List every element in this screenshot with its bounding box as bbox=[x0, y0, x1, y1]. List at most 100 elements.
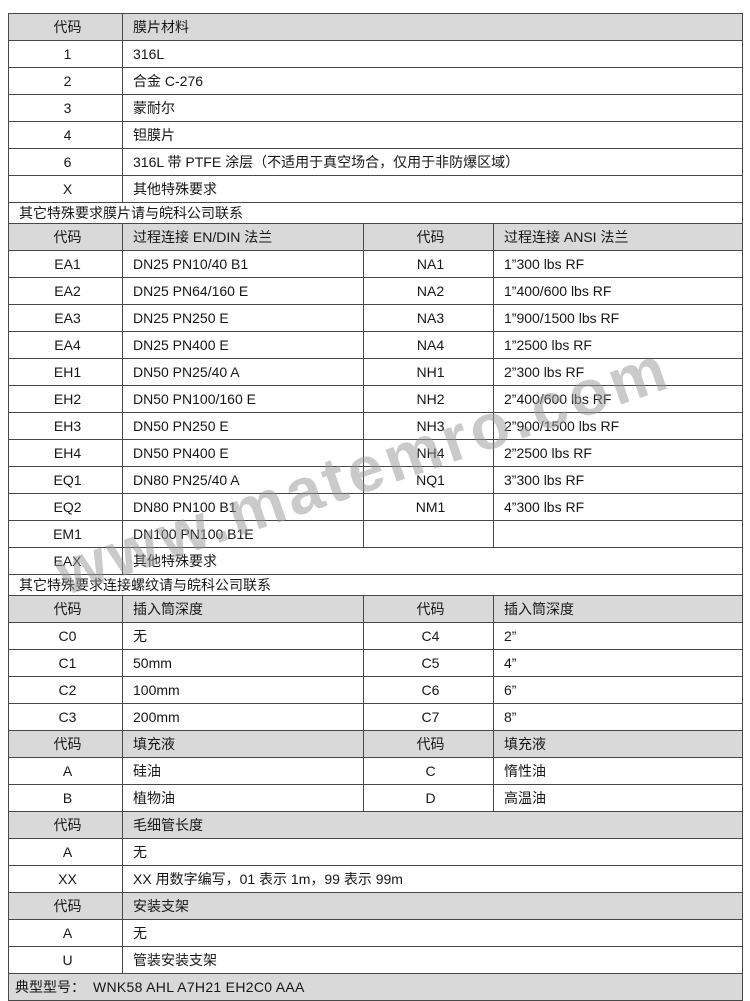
desc-cell: 316L bbox=[121, 40, 744, 68]
code-cell: NA1 bbox=[363, 250, 494, 278]
code-cell: NH1 bbox=[363, 358, 494, 386]
desc-cell: 无 bbox=[122, 622, 364, 650]
code-cell: 4 bbox=[8, 121, 123, 149]
code-cell: XX bbox=[8, 865, 123, 893]
desc-cell: DN25 PN64/160 E bbox=[122, 277, 364, 305]
desc-cell: 1”2500 lbs RF bbox=[492, 331, 744, 359]
desc-cell: DN80 PN25/40 A bbox=[122, 466, 364, 494]
table-row: B 植物油 D 高温油 bbox=[8, 784, 744, 812]
table-row: C3 200mm C7 8” bbox=[8, 703, 744, 731]
code-cell: EQ1 bbox=[8, 466, 123, 494]
ordering-code-table: 代码 膜片材料 1 316L 2 合金 C-276 3 蒙耐尔 4 钽膜片 6 … bbox=[7, 13, 744, 1001]
code-cell: C7 bbox=[363, 703, 494, 731]
header-label-cell: 膜片材料 bbox=[121, 13, 744, 41]
code-cell: 3 bbox=[8, 94, 123, 122]
code-cell: D bbox=[363, 784, 494, 812]
table-row: 6 316L 带 PTFE 涂层（不适用于真空场合，仅用于非防爆区域） bbox=[8, 148, 744, 176]
header-label-cell: 填充液 bbox=[492, 730, 744, 758]
table-row: C2 100mm C6 6” bbox=[8, 676, 744, 704]
header-code-cell: 代码 bbox=[363, 223, 494, 251]
desc-cell: 3”300 lbs RF bbox=[492, 466, 744, 494]
typical-model-cell: 典型型号： WNK58 AHL A7H21 EH2C0 AAA bbox=[7, 973, 744, 1001]
table-row: 4 钽膜片 bbox=[8, 121, 744, 149]
header-label-cell: 过程连接 EN/DIN 法兰 bbox=[122, 223, 364, 251]
table-row: EH3 DN50 PN250 E NH3 2”900/1500 lbs RF bbox=[8, 412, 744, 440]
typical-model-label: 典型型号： bbox=[15, 979, 85, 995]
code-cell: A bbox=[8, 838, 123, 866]
code-cell: EA2 bbox=[8, 277, 123, 305]
desc-cell: 1”300 lbs RF bbox=[492, 250, 744, 278]
header-label-cell: 插入筒深度 bbox=[492, 595, 744, 623]
desc-cell: 200mm bbox=[122, 703, 364, 731]
note-row: 其它特殊要求膜片请与皖科公司联系 bbox=[7, 202, 744, 224]
table-row: A 无 bbox=[8, 838, 744, 866]
code-cell: A bbox=[8, 919, 123, 947]
note-cell: 其它特殊要求连接螺纹请与皖科公司联系 bbox=[7, 574, 744, 596]
code-cell: NA2 bbox=[363, 277, 494, 305]
desc-cell: DN100 PN100 B1E bbox=[122, 520, 364, 548]
desc-cell: 惰性油 bbox=[492, 757, 744, 785]
table-row: A 硅油 C 惰性油 bbox=[8, 757, 744, 785]
section-header-row: 代码 安装支架 bbox=[8, 892, 744, 920]
desc-cell: 蒙耐尔 bbox=[121, 94, 744, 122]
desc-cell: DN80 PN100 B1 bbox=[122, 493, 364, 521]
desc-cell: XX 用数字编写，01 表示 1m，99 表示 99m bbox=[121, 865, 744, 893]
empty-cell bbox=[492, 520, 744, 548]
desc-cell: 1”900/1500 lbs RF bbox=[492, 304, 744, 332]
table-row: 3 蒙耐尔 bbox=[8, 94, 744, 122]
code-cell: EH3 bbox=[8, 412, 123, 440]
code-cell: 6 bbox=[8, 148, 123, 176]
desc-cell: 6” bbox=[492, 676, 744, 704]
desc-cell: 其他特殊要求 bbox=[121, 547, 744, 575]
header-code-cell: 代码 bbox=[8, 892, 123, 920]
section-header-row: 代码 插入筒深度 代码 插入筒深度 bbox=[8, 595, 744, 623]
desc-cell: 植物油 bbox=[122, 784, 364, 812]
desc-cell: 无 bbox=[121, 838, 744, 866]
desc-cell: DN50 PN400 E bbox=[122, 439, 364, 467]
code-cell: NA4 bbox=[363, 331, 494, 359]
code-cell: EH4 bbox=[8, 439, 123, 467]
code-cell: NH3 bbox=[363, 412, 494, 440]
desc-cell: DN25 PN250 E bbox=[122, 304, 364, 332]
desc-cell: 高温油 bbox=[492, 784, 744, 812]
table-row: EH1 DN50 PN25/40 A NH1 2”300 lbs RF bbox=[8, 358, 744, 386]
header-code-cell: 代码 bbox=[8, 13, 123, 41]
code-cell: NM1 bbox=[363, 493, 494, 521]
code-cell: 1 bbox=[8, 40, 123, 68]
code-cell: B bbox=[8, 784, 123, 812]
code-cell: C5 bbox=[363, 649, 494, 677]
header-label-cell: 安装支架 bbox=[121, 892, 744, 920]
code-cell: EA1 bbox=[8, 250, 123, 278]
desc-cell: DN50 PN250 E bbox=[122, 412, 364, 440]
header-label-cell: 毛细管长度 bbox=[121, 811, 744, 839]
desc-cell: 2”400/600 lbs RF bbox=[492, 385, 744, 413]
code-cell: A bbox=[8, 757, 123, 785]
code-cell: EM1 bbox=[8, 520, 123, 548]
desc-cell: 50mm bbox=[122, 649, 364, 677]
desc-cell: 2”2500 lbs RF bbox=[492, 439, 744, 467]
desc-cell: 8” bbox=[492, 703, 744, 731]
desc-cell: 其他特殊要求 bbox=[121, 175, 744, 203]
table-row: EA1 DN25 PN10/40 B1 NA1 1”300 lbs RF bbox=[8, 250, 744, 278]
desc-cell: 硅油 bbox=[122, 757, 364, 785]
table-row: 1 316L bbox=[8, 40, 744, 68]
table-row: EA3 DN25 PN250 E NA3 1”900/1500 lbs RF bbox=[8, 304, 744, 332]
table-row: C1 50mm C5 4” bbox=[8, 649, 744, 677]
table-row: EQ1 DN80 PN25/40 A NQ1 3”300 lbs RF bbox=[8, 466, 744, 494]
table-row: EA4 DN25 PN400 E NA4 1”2500 lbs RF bbox=[8, 331, 744, 359]
table-row: EM1 DN100 PN100 B1E bbox=[8, 520, 744, 548]
code-cell: C1 bbox=[8, 649, 123, 677]
header-code-cell: 代码 bbox=[8, 730, 123, 758]
header-label-cell: 填充液 bbox=[122, 730, 364, 758]
code-cell: 2 bbox=[8, 67, 123, 95]
typical-model-row: 典型型号： WNK58 AHL A7H21 EH2C0 AAA bbox=[7, 973, 744, 1001]
section-header-row: 代码 过程连接 EN/DIN 法兰 代码 过程连接 ANSI 法兰 bbox=[8, 223, 744, 251]
table-row: EH4 DN50 PN400 E NH4 2”2500 lbs RF bbox=[8, 439, 744, 467]
code-cell: EH1 bbox=[8, 358, 123, 386]
header-label-cell: 插入筒深度 bbox=[122, 595, 364, 623]
code-cell: U bbox=[8, 946, 123, 974]
code-cell: EQ2 bbox=[8, 493, 123, 521]
desc-cell: 2” bbox=[492, 622, 744, 650]
table-row: 2 合金 C-276 bbox=[8, 67, 744, 95]
code-cell: NA3 bbox=[363, 304, 494, 332]
